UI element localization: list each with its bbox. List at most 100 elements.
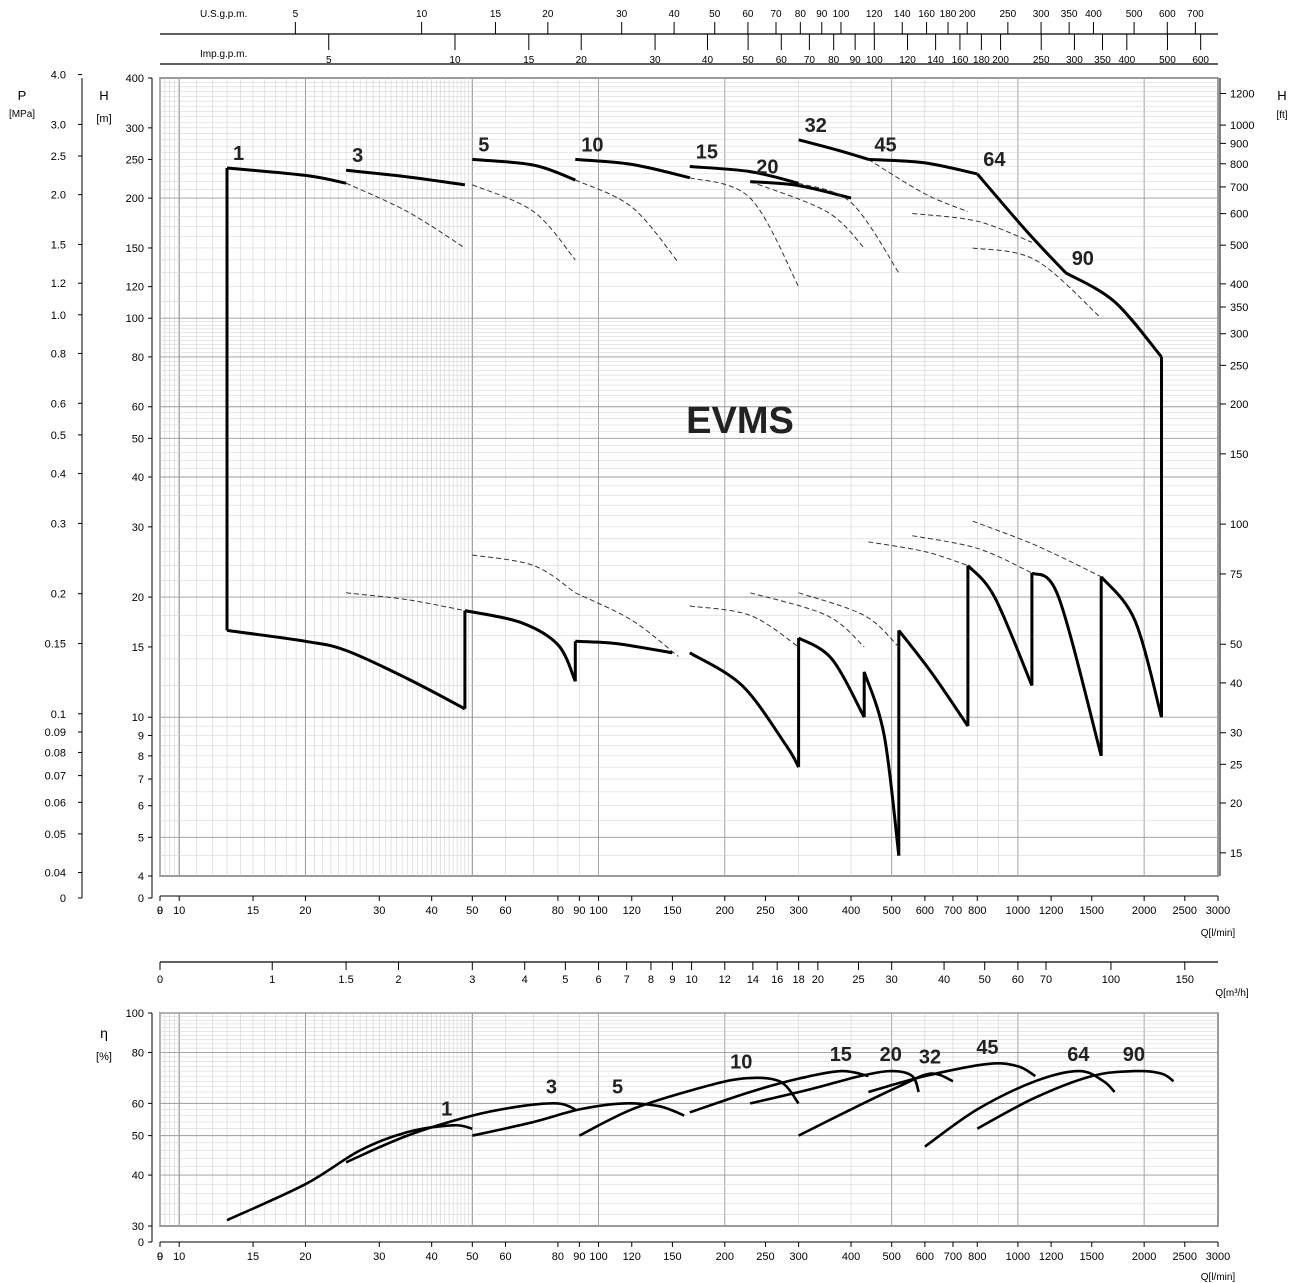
head-ft-tick-label: 350 xyxy=(1230,302,1248,314)
head-series-dashed-curve xyxy=(750,181,865,249)
head-series-dashed-curve xyxy=(972,520,1102,578)
head-series-dashed-curve xyxy=(798,182,900,274)
impgpm-tick-label: 250 xyxy=(1033,55,1050,66)
head-x-tick-label: 80 xyxy=(552,905,564,917)
eff-series-curve xyxy=(689,1069,869,1114)
impgpm-tick-label: 350 xyxy=(1094,55,1111,66)
head-x-tick-label: 150 xyxy=(663,905,681,917)
head-series-min-curve xyxy=(797,636,866,718)
head-h-tick-label: 150 xyxy=(126,243,144,255)
impgpm-axis-label: Imp.g.p.m. xyxy=(200,49,247,60)
head-x-tick-label: 30 xyxy=(373,905,385,917)
eff-series-32: 32 xyxy=(798,1047,954,1137)
m3h-tick-label: 14 xyxy=(747,974,759,986)
pressure-tick-label: 0.08 xyxy=(45,747,66,759)
m3h-tick-label: 8 xyxy=(648,974,654,986)
eff-x-tick-label: 300 xyxy=(789,1251,807,1263)
eff-x-tick-label: 800 xyxy=(968,1251,986,1263)
eff-x-tick-label: 500 xyxy=(882,1251,900,1263)
head-series-max-curve xyxy=(575,157,691,180)
usgpm-tick-label: 250 xyxy=(1000,9,1017,20)
head-h-tick-label: 250 xyxy=(126,154,144,166)
pressure-tick-label: 0.04 xyxy=(45,868,66,880)
eff-series-1: 1 xyxy=(226,1098,473,1222)
eff-series-45: 45 xyxy=(868,1037,1036,1094)
usgpm-tick-label: 200 xyxy=(959,9,976,20)
head-series-max-curve xyxy=(472,157,576,182)
eff-y-tick-label: 50 xyxy=(132,1131,144,1143)
head-series-max-curve xyxy=(1064,271,1163,358)
top-gpm-axes: U.S.g.p.m. Imp.g.p.m. 5 10 15 20 30 40 50 60 70 80 9… xyxy=(160,9,1218,66)
eff-x-tick-label: 1000 xyxy=(1006,1251,1030,1263)
impgpm-tick-label: 30 xyxy=(649,55,661,66)
pressure-tick-label: 0.09 xyxy=(45,727,66,739)
head-ft-tick-label: 900 xyxy=(1230,138,1248,150)
head-h-tick-label: 50 xyxy=(132,433,144,445)
pressure-tick-label: 0.15 xyxy=(45,639,66,651)
head-ft-tick-label: 800 xyxy=(1230,159,1248,171)
impgpm-tick-label: 10 xyxy=(449,55,461,66)
eff-x-tick-label: 150 xyxy=(663,1251,681,1263)
pressure-tick-label: 0.07 xyxy=(45,771,66,783)
pressure-tick-label: 1.5 xyxy=(51,240,66,252)
eff-y-tick-label: 100 xyxy=(126,1008,144,1020)
head-ft-tick-label: 600 xyxy=(1230,209,1248,221)
usgpm-tick-label: 180 xyxy=(940,9,957,20)
head-x-tick-label: 90 xyxy=(573,905,585,917)
impgpm-tick-label: 20 xyxy=(576,55,588,66)
usgpm-tick-label: 140 xyxy=(894,9,911,20)
head-h-axis-label: H xyxy=(99,88,108,103)
pressure-tick-label: 2.5 xyxy=(51,151,66,163)
eff-series-15: 15 xyxy=(689,1044,869,1114)
head-series-dashed-curve xyxy=(689,605,799,648)
impgpm-tick-label: 5 xyxy=(326,55,332,66)
head-series-min-curve xyxy=(966,564,1034,687)
eff-series-64: 64 xyxy=(924,1044,1116,1148)
head-h-tick-label: 5 xyxy=(138,832,144,844)
head-ft-tick-label: 150 xyxy=(1230,449,1248,461)
eff-series-curve xyxy=(868,1062,1036,1094)
efficiency-curves-panel: 09 10 15 20 30 40 50 60 80 90 100 120 150 200 250 300 40… xyxy=(96,1008,1235,1283)
usgpm-tick-label: 100 xyxy=(833,9,850,20)
head-x-tick-label: 500 xyxy=(882,905,900,917)
head-series-max-curve xyxy=(798,138,869,161)
eff-series-label: 32 xyxy=(919,1047,941,1069)
m3h-tick-label: 1.5 xyxy=(338,974,353,986)
eff-x-tick-label: 200 xyxy=(716,1251,734,1263)
head-ft-tick-label: 250 xyxy=(1230,360,1248,372)
eff-y-tick-label: 30 xyxy=(132,1221,144,1233)
head-series-3: 3 xyxy=(345,145,577,709)
usgpm-tick-label: 160 xyxy=(918,9,935,20)
head-series-max-curve xyxy=(976,172,1067,274)
pressure-tick-label: 0 xyxy=(60,893,66,905)
head-series-max-curve xyxy=(689,165,799,185)
pressure-tick-label: 0.3 xyxy=(51,518,66,530)
head-series-dashed-curve xyxy=(346,592,465,612)
eff-series-curve xyxy=(924,1069,1116,1148)
head-x-tick-label: 250 xyxy=(756,905,774,917)
m3h-tick-label: 9 xyxy=(669,974,675,986)
pressure-tick-label: 3.0 xyxy=(51,119,66,131)
m3h-axis-label: Q[m³/h] xyxy=(1215,988,1249,999)
head-ft-tick-label: 100 xyxy=(1230,519,1248,531)
head-series-20: 20 xyxy=(750,157,901,856)
eff-x-tick-label: 20 xyxy=(299,1251,311,1263)
impgpm-tick-label: 40 xyxy=(702,55,714,66)
head-x-tick-label: 120 xyxy=(623,905,641,917)
m3h-tick-label: 60 xyxy=(1012,974,1024,986)
eff-x-tick-label: 1200 xyxy=(1039,1251,1063,1263)
usgpm-tick-label: 10 xyxy=(416,9,428,20)
eff-series-label: 20 xyxy=(880,1044,902,1066)
eff-x-tick-label: 3000 xyxy=(1206,1251,1230,1263)
head-x-tick-label: 300 xyxy=(789,905,807,917)
usgpm-tick-label: 15 xyxy=(490,9,502,20)
m3h-tick-label: 3 xyxy=(469,974,475,986)
impgpm-tick-label: 70 xyxy=(804,55,816,66)
pressure-tick-label: 0.4 xyxy=(51,469,66,481)
eff-x-tick-label: 120 xyxy=(623,1251,641,1263)
head-series-dashed-curve xyxy=(798,592,900,648)
m3h-tick-label: 100 xyxy=(1102,974,1120,986)
head-x-tick-label: 60 xyxy=(499,905,511,917)
eff-series-label: 3 xyxy=(546,1076,557,1098)
impgpm-tick-label: 90 xyxy=(850,55,862,66)
